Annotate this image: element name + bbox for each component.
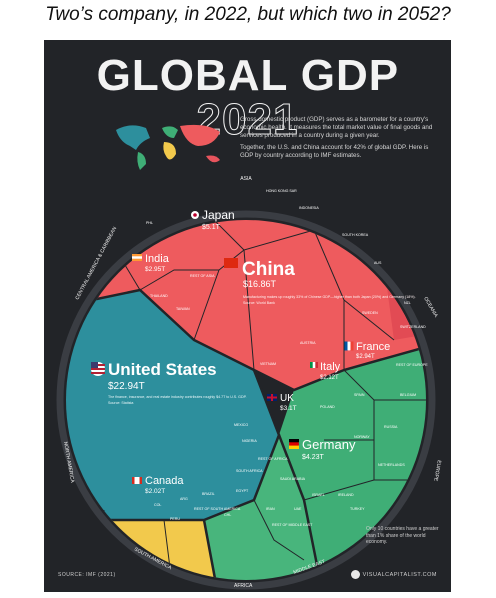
label-austria: AUSTRIA (300, 341, 316, 345)
label-argentina: ARG (180, 497, 188, 501)
label-rest-of-africa: REST OF AFRICA (258, 457, 288, 461)
label-australia: AUS (374, 261, 382, 265)
outer-ring (56, 210, 436, 590)
label-rest-of-middle-east: REST OF MIDDLE EAST (272, 523, 313, 527)
france-value: $2.94T (356, 354, 375, 360)
title-main: GLOBAL GDP (96, 51, 399, 100)
label-colombia: COL (154, 503, 161, 507)
label-israel: ISRAEL (312, 493, 325, 497)
world-map-icon (116, 124, 220, 170)
france-name: France (356, 341, 390, 353)
japan-name: Japan (202, 208, 235, 222)
canada-value: $2.02T (145, 488, 165, 495)
intro-paragraph-1: Gross domestic product (GDP) serves as a… (240, 116, 433, 140)
label-taiwan: TAIWAN (176, 307, 190, 311)
label-nigeria: NIGERIA (242, 439, 257, 443)
infographic-poster: GLOBAL GDP 2021 Gross domestic product (… (44, 40, 451, 592)
region-label-oceania: OCEANIA (422, 296, 439, 319)
label-turkey: TURKEY (350, 507, 365, 511)
country-germany: Germany $4.23T (289, 437, 356, 461)
germany-name: Germany (302, 437, 356, 452)
canada-name: Canada (145, 475, 184, 487)
uk-value: $3.1T (280, 405, 297, 412)
label-south-korea: SOUTH KOREA (342, 233, 369, 237)
visual-capitalist-logo-icon (350, 570, 360, 579)
source-text: SOURCE: IMF (2021) (58, 572, 116, 578)
label-rest-of-asia: REST OF ASIA (190, 274, 215, 278)
brand-text: VISUALCAPITALIST.COM (362, 571, 437, 578)
china-flag-icon (224, 258, 238, 268)
region-label-asia: ASIA (240, 176, 252, 182)
country-uk: UK $3.1T (267, 393, 297, 412)
italy-name: Italy (320, 361, 341, 373)
region-label-africa: AFRICA (234, 583, 253, 589)
poster-title: GLOBAL GDP 2021 (44, 51, 451, 143)
caption: Two’s company, in 2022, but which two in… (45, 4, 451, 25)
region-borders (66, 288, 426, 580)
label-thailand: THAILAND (150, 294, 168, 298)
footnote: Only 10 countries have a greater than 1%… (366, 526, 439, 545)
us-value: $22.94T (108, 381, 145, 392)
label-norway: NORWAY (354, 435, 370, 439)
label-switzerland: SWITZERLAND (400, 325, 426, 329)
small-country-labels: HONG KONG SAR INDONESIA SOUTH KOREA REST… (146, 189, 428, 527)
country-india: India $2.95T (132, 253, 170, 273)
china-source: Source: World Bank (243, 301, 275, 305)
us-note: The finance, insurance, and real estate … (108, 395, 247, 399)
label-rest-of-south-america: REST OF SOUTH AMERICA (194, 507, 241, 511)
country-italy: Italy $2.12T (310, 361, 341, 381)
india-value: $2.95T (145, 266, 165, 273)
label-iran: IRAN (266, 507, 275, 511)
label-hong-kong: HONG KONG SAR (266, 189, 297, 193)
italy-value: $2.12T (320, 375, 339, 381)
label-rest-of-europe: REST OF EUROPE (396, 363, 428, 367)
label-spain: SPAIN (354, 393, 365, 397)
canada-flag-icon (132, 477, 142, 484)
india-name: India (145, 253, 170, 265)
germany-value: $4.23T (302, 454, 325, 461)
label-russia: RUSSIA (384, 425, 398, 429)
us-source: Source: Statista (108, 401, 133, 405)
label-vietnam: VIETNAM (260, 362, 276, 366)
label-egypt: EGYPT (236, 489, 249, 493)
us-name: United States (108, 360, 217, 379)
label-new-zealand: NZL (404, 301, 411, 305)
country-japan: Japan $5.1T (191, 208, 235, 231)
gdp-voronoi-circle: ASIA OCEANIA EUROPE NORTH AMERICA CENTRA… (56, 176, 442, 590)
uk-name: UK (280, 393, 294, 404)
country-china: China $16.86T Manufacturing makes up rou… (224, 258, 416, 305)
label-mexico: MEXICO (234, 423, 248, 427)
japan-value: $5.1T (202, 224, 221, 231)
label-netherlands: NETHERLANDS (378, 463, 405, 467)
china-note: Manufacturing makes up roughly 33% of Ch… (243, 295, 416, 299)
label-saudi-arabia: SAUDI ARABIA (280, 477, 306, 481)
country-canada: Canada $2.02T (132, 475, 184, 495)
region-north-america (66, 290, 279, 520)
intro-paragraph-2: Together, the U.S. and China account for… (240, 144, 429, 160)
italy-flag-icon (310, 362, 318, 368)
country-france: France $2.94T (344, 341, 390, 360)
label-brazil: BRAZIL (202, 492, 215, 496)
china-value: $16.86T (243, 279, 277, 289)
label-uae: UAE (294, 507, 302, 511)
label-belgium: BELGIUM (400, 393, 416, 397)
china-name: China (242, 259, 295, 280)
intro-text: Gross domestic product (GDP) serves as a… (240, 116, 436, 164)
label-indonesia: INDONESIA (299, 206, 319, 210)
country-us: United States $22.94T The finance, insur… (91, 360, 247, 405)
label-ireland: IRELAND (338, 493, 354, 497)
label-peru: PERU (170, 517, 180, 521)
brand: VISUALCAPITALIST.COM (350, 570, 437, 579)
label-poland: POLAND (320, 405, 335, 409)
label-philippines: PHL (146, 221, 153, 225)
label-sweden: SWEDEN (362, 311, 378, 315)
region-label-europe: EUROPE (432, 460, 442, 482)
label-south-africa: SOUTH AFRICA (236, 469, 263, 473)
label-chile: CHL (224, 513, 231, 517)
